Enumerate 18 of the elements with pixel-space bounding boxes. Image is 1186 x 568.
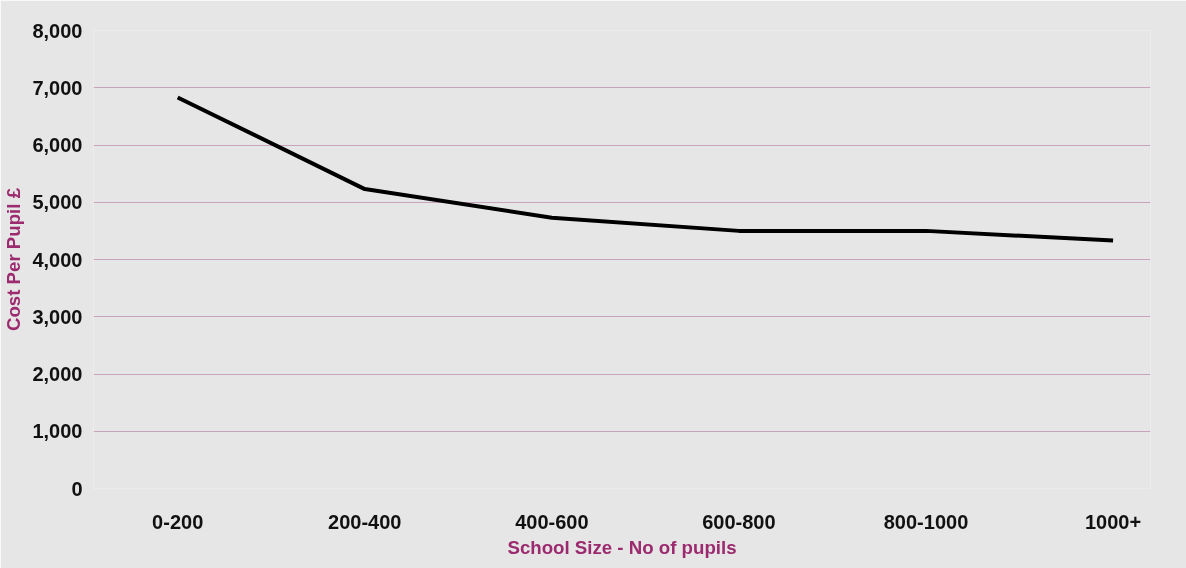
x-tick-label: 800-1000 xyxy=(883,510,969,533)
x-tick-label: 400-600 xyxy=(515,510,589,533)
y-axis-title: Cost Per Pupil £ xyxy=(3,187,25,332)
y-tick-label: 4,000 xyxy=(32,248,83,271)
y-tick-label: 2,000 xyxy=(32,363,83,385)
x-tick-label: 200-400 xyxy=(328,510,402,533)
x-tick-label: 1000+ xyxy=(1085,510,1142,533)
y-tick-label: 3,000 xyxy=(32,305,83,328)
y-tick-label: 1,000 xyxy=(32,420,83,443)
y-tick-label: 5,000 xyxy=(32,191,83,214)
y-tick-label: 8,000 xyxy=(32,19,83,42)
x-axis-title: School Size - No of pupils xyxy=(507,536,737,558)
x-tick-label: 600-800 xyxy=(702,510,776,533)
y-tick-label: 6,000 xyxy=(32,134,83,156)
y-tick-label: 7,000 xyxy=(32,76,83,99)
x-tick-label: 0-200 xyxy=(152,510,204,533)
line-series xyxy=(175,95,1116,243)
y-tick-label: 0 xyxy=(71,477,83,500)
